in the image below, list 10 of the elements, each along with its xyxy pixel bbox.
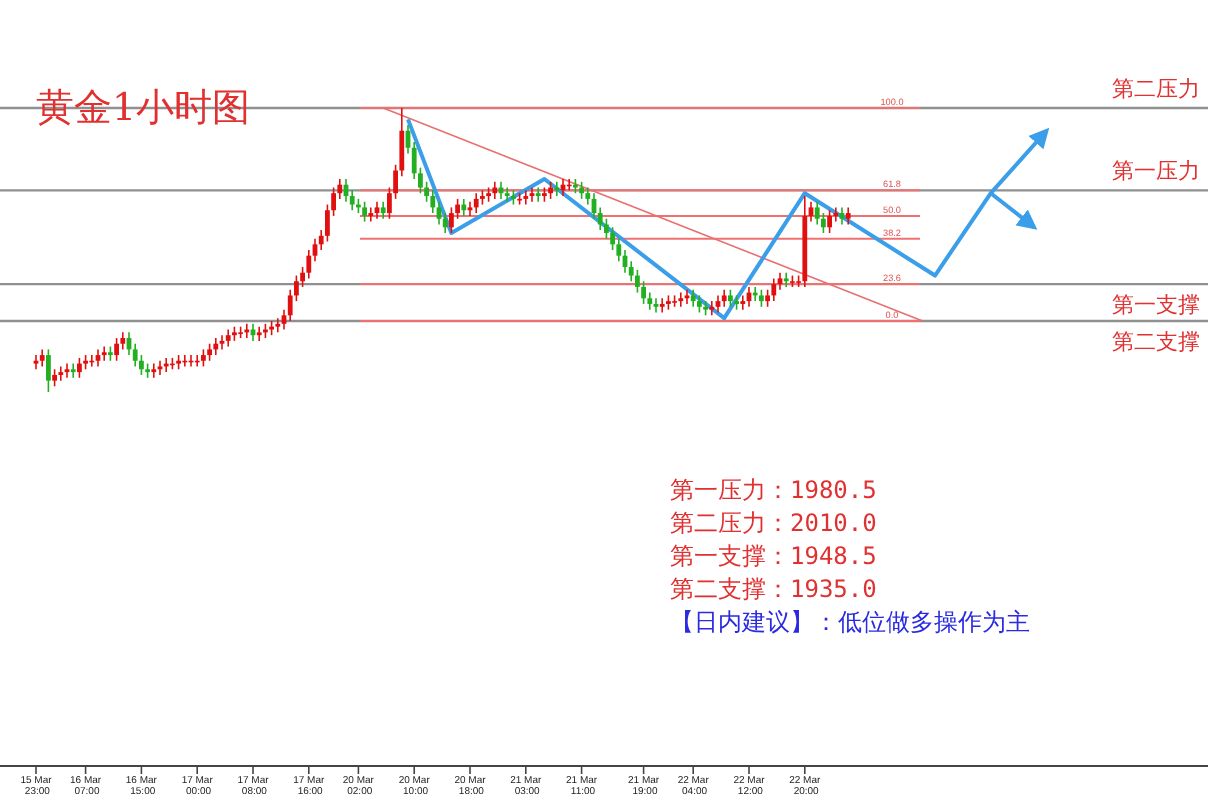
text: 第一压力：1980.5 — [670, 476, 877, 504]
text: 第二压力：2010.0 — [670, 509, 877, 537]
chart-title: 黄金1小时图 — [36, 86, 251, 130]
text: 第二支撑：1935.0 — [670, 575, 877, 603]
text: 第一支撑：1948.5 — [670, 542, 877, 570]
text: 【日内建议】：低位做多操作为主 — [670, 608, 1030, 636]
ref-line-label: 第二压力 — [1112, 76, 1200, 102]
ref-line-label: 第一支撑 — [1112, 292, 1200, 319]
ref-line-label: 第一压力 — [1112, 158, 1200, 185]
ref-line-label: 第二支撑 — [1112, 329, 1200, 355]
